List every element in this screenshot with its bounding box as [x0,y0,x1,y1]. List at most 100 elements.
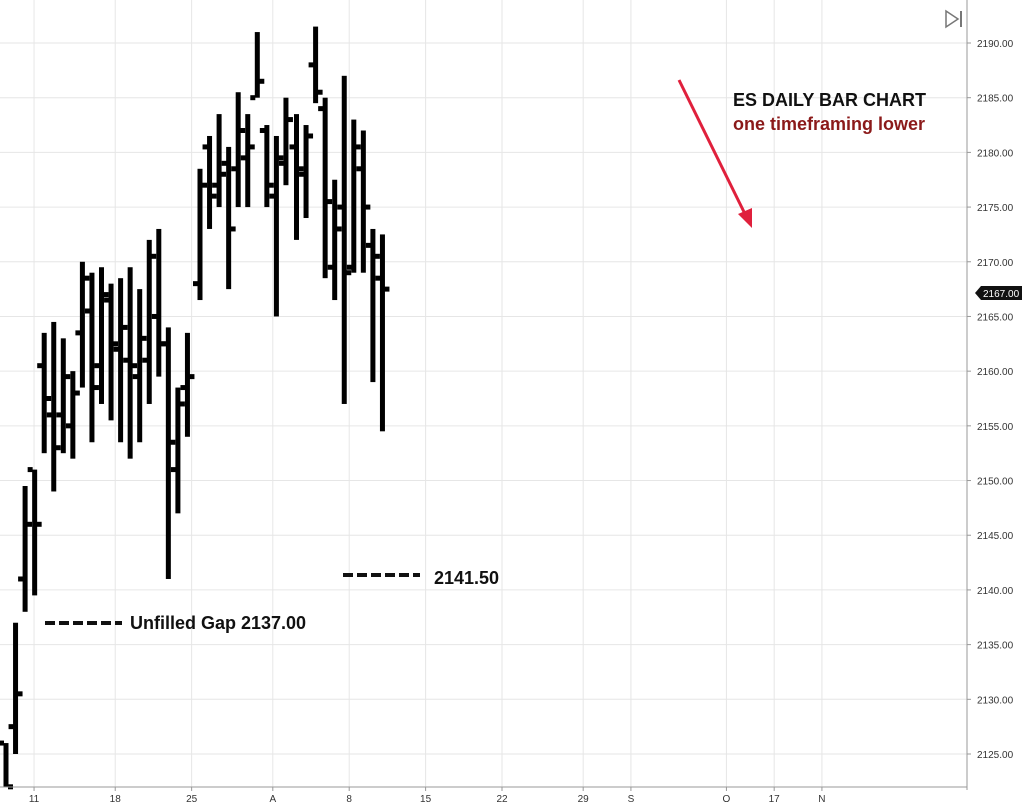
bar-range [175,387,181,514]
chart-annotation-subtitle: one timeframing lower [733,114,925,134]
y-tick-label: 2175.00 [977,203,1014,214]
bar-close-tick [317,89,323,95]
skip-to-end-icon[interactable] [940,8,964,30]
bar-range [22,486,28,612]
bar-open-tick [346,264,352,270]
ohlc-bar [123,267,138,459]
bar-open-tick [113,346,119,352]
bar-open-tick [27,467,33,473]
bar-range [51,321,57,492]
bar-open-tick [299,171,305,177]
bar-close-tick [384,286,390,292]
bar-range [99,267,104,404]
bar-close-tick [211,193,217,199]
bar-range [60,338,66,454]
bar-range [235,92,241,208]
ohlc-bar [170,387,185,514]
bar-range [184,332,190,437]
bar-open-tick [259,128,265,134]
bar-close-tick [84,275,90,281]
bar-open-tick [142,357,148,363]
trend-arrow [677,79,752,228]
bar-close-tick [355,144,361,150]
bar-range [283,97,289,186]
ohlc-bar [132,289,147,443]
bar-range [360,130,366,273]
bar-open-tick [8,724,14,730]
x-tick-label: A [269,794,276,805]
ohlc-bar [289,114,304,240]
bar-close-tick [278,155,284,161]
bar-open-tick [269,193,275,199]
bar-range [341,75,347,404]
ohlc-bar [75,261,90,388]
x-tick-label: S [628,794,635,805]
bar-open-tick [0,740,4,746]
bar-open-tick [308,62,314,68]
bar-open-tick [84,308,90,314]
bar-close-tick [189,374,195,380]
y-tick-label: 2145.00 [977,531,1014,542]
x-tick-label: 22 [496,794,508,805]
bar-open-tick [337,204,343,210]
bar-range [264,125,270,208]
y-tick-label: 2155.00 [977,422,1014,433]
bar-range [273,135,279,317]
bar-range [303,125,309,219]
ohlc-bar [161,327,176,579]
bar-range [245,114,251,208]
ohlc-bar [375,234,390,432]
bar-open-tick [202,144,208,150]
bar-open-tick [231,166,237,172]
annotation-dashes [45,573,420,625]
bar-close-tick [287,117,293,123]
ohlc-bar [151,228,166,377]
bar-open-tick [240,155,246,161]
bar-range [370,228,376,383]
ohlc-bar [202,135,217,229]
bar-close-tick [46,396,52,401]
ohlc-bar [113,278,128,443]
bar-close-tick [36,521,42,527]
bar-close-tick [336,226,342,232]
bar-open-tick [37,363,43,369]
ohlc-bar [18,486,33,612]
bar-close-tick [179,401,185,407]
bar-range [197,168,203,301]
bar-range [41,332,47,454]
bar-open-tick [56,412,62,418]
ohlc-bar [37,332,52,454]
bar-open-tick [365,242,371,248]
ohlc-bar [0,740,13,790]
chart-annotation-title: ES DAILY BAR CHART [733,90,926,110]
bar-open-tick [375,275,381,281]
x-tick-label: O [723,794,731,805]
ohlc-bar [221,146,236,290]
bar-open-tick [327,264,333,270]
bar-open-tick [65,423,71,429]
bar-open-tick [123,357,129,363]
bar-range [322,97,328,279]
ohlc-bar [65,371,80,459]
bar-range [379,234,385,432]
ohlc-bar [56,338,71,454]
ohlc-bar [318,97,333,279]
ohlc-bar [212,114,227,208]
ohlc-bar [8,622,23,754]
x-tick-label: 15 [420,794,432,805]
low-level-label: 2141.50 [434,568,499,588]
bar-range [216,114,222,208]
bar-close-tick [27,521,33,527]
bar-close-tick [308,133,314,139]
y-tick-label: 2150.00 [977,477,1014,488]
y-tick-label: 2130.00 [977,695,1014,706]
bar-open-tick [161,341,167,347]
x-tick-label: 17 [769,794,781,805]
y-tick-label: 2180.00 [977,148,1014,159]
bar-range [32,469,38,596]
bar-close-tick [74,390,80,396]
bar-range [207,135,213,229]
ohlc-bar [231,92,246,208]
ohlc-bar [46,321,61,492]
